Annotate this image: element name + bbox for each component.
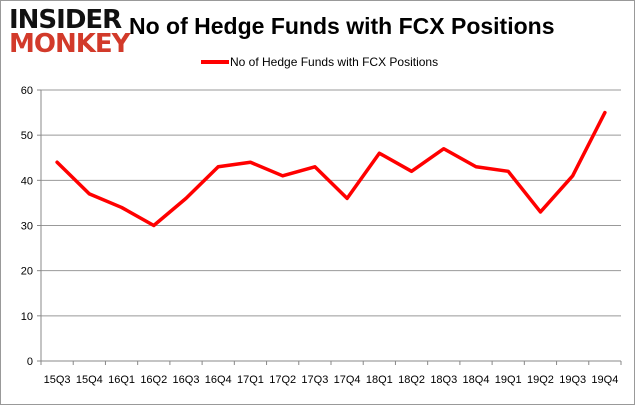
x-tick-label: 19Q4 xyxy=(591,374,618,386)
x-tick-label: 17Q1 xyxy=(237,374,264,386)
series-line xyxy=(55,110,607,228)
x-tick-label: 18Q1 xyxy=(366,374,393,386)
chart-title: No of Hedge Funds with FCX Positions xyxy=(129,13,555,39)
x-tick-label: 15Q4 xyxy=(76,374,103,386)
y-tick-label: 0 xyxy=(27,356,33,368)
y-tick-label: 50 xyxy=(21,130,33,142)
x-tick-label: 15Q3 xyxy=(44,374,71,386)
logo-line2: MONKEY xyxy=(9,29,132,59)
x-tick-label: 16Q4 xyxy=(205,374,232,386)
y-tick-label: 30 xyxy=(21,221,33,233)
logo: INSIDER MONKEY xyxy=(9,5,133,59)
y-tick-label: 40 xyxy=(21,175,33,187)
x-tick-label: 19Q1 xyxy=(495,374,522,386)
x-tick-label: 18Q4 xyxy=(463,374,490,386)
logo-line1: INSIDER xyxy=(9,5,122,35)
y-tick-label: 10 xyxy=(21,311,33,323)
x-tick-label: 16Q2 xyxy=(140,374,167,386)
x-tick-label: 18Q3 xyxy=(430,374,457,386)
x-tick-label: 18Q2 xyxy=(398,374,425,386)
y-tick-label: 60 xyxy=(21,85,33,97)
x-tick-label: 16Q1 xyxy=(108,374,135,386)
legend-label: No of Hedge Funds with FCX Positions xyxy=(230,55,438,69)
x-tick-label: 19Q3 xyxy=(559,374,586,386)
x-tick-label: 17Q4 xyxy=(334,374,361,386)
x-tick-label: 17Q3 xyxy=(301,374,328,386)
x-tick-label: 19Q2 xyxy=(527,374,554,386)
x-tick-label: 16Q3 xyxy=(173,374,200,386)
y-tick-label: 20 xyxy=(21,266,33,278)
x-tick-label: 17Q2 xyxy=(269,374,296,386)
